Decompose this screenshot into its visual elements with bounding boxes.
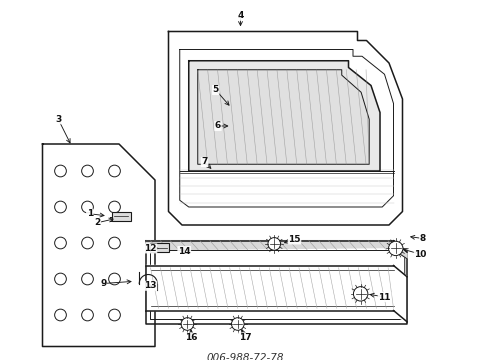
Circle shape xyxy=(55,273,66,285)
Circle shape xyxy=(55,237,66,249)
Circle shape xyxy=(82,273,94,285)
Text: 14: 14 xyxy=(178,247,191,256)
Text: 12: 12 xyxy=(144,244,157,253)
Text: 2: 2 xyxy=(94,218,100,227)
Text: 4: 4 xyxy=(237,11,244,20)
Polygon shape xyxy=(146,266,407,322)
Circle shape xyxy=(268,238,281,250)
Polygon shape xyxy=(180,49,393,207)
Text: 3: 3 xyxy=(55,115,61,124)
Text: 006-988-72-78: 006-988-72-78 xyxy=(206,353,284,360)
Bar xyxy=(112,211,131,220)
Circle shape xyxy=(82,237,94,249)
Polygon shape xyxy=(198,70,369,164)
Polygon shape xyxy=(43,144,155,346)
Circle shape xyxy=(109,201,121,213)
Text: 10: 10 xyxy=(415,250,427,259)
Text: 7: 7 xyxy=(201,158,208,166)
Text: 11: 11 xyxy=(378,292,391,302)
Circle shape xyxy=(389,241,403,256)
Circle shape xyxy=(109,273,121,285)
Circle shape xyxy=(82,165,94,177)
Circle shape xyxy=(109,309,121,321)
Circle shape xyxy=(181,318,194,330)
Polygon shape xyxy=(146,241,407,259)
Bar xyxy=(150,243,169,252)
Text: 5: 5 xyxy=(213,85,219,94)
Circle shape xyxy=(55,309,66,321)
Circle shape xyxy=(109,237,121,249)
Text: 9: 9 xyxy=(100,279,106,288)
Polygon shape xyxy=(146,241,407,324)
Text: 16: 16 xyxy=(185,333,197,342)
Circle shape xyxy=(231,318,244,330)
Circle shape xyxy=(109,165,121,177)
Circle shape xyxy=(353,287,368,301)
Text: 6: 6 xyxy=(215,122,221,130)
Text: 15: 15 xyxy=(288,235,301,244)
Text: 1: 1 xyxy=(87,209,93,218)
Text: 17: 17 xyxy=(239,333,251,342)
Circle shape xyxy=(55,201,66,213)
Text: 13: 13 xyxy=(144,281,157,290)
Polygon shape xyxy=(189,61,380,171)
Circle shape xyxy=(82,201,94,213)
Circle shape xyxy=(55,165,66,177)
Polygon shape xyxy=(169,31,402,225)
Circle shape xyxy=(82,309,94,321)
Text: 8: 8 xyxy=(419,234,426,243)
